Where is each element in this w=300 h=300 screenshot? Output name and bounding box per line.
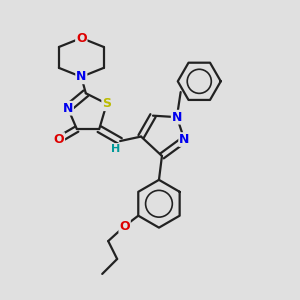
Text: N: N	[179, 133, 190, 146]
Text: O: O	[76, 32, 87, 44]
Text: O: O	[119, 220, 130, 232]
Text: N: N	[63, 102, 73, 115]
Text: N: N	[76, 70, 86, 83]
Text: O: O	[54, 133, 64, 146]
Text: S: S	[102, 97, 111, 110]
Text: N: N	[172, 111, 182, 124]
Text: H: H	[111, 143, 120, 154]
